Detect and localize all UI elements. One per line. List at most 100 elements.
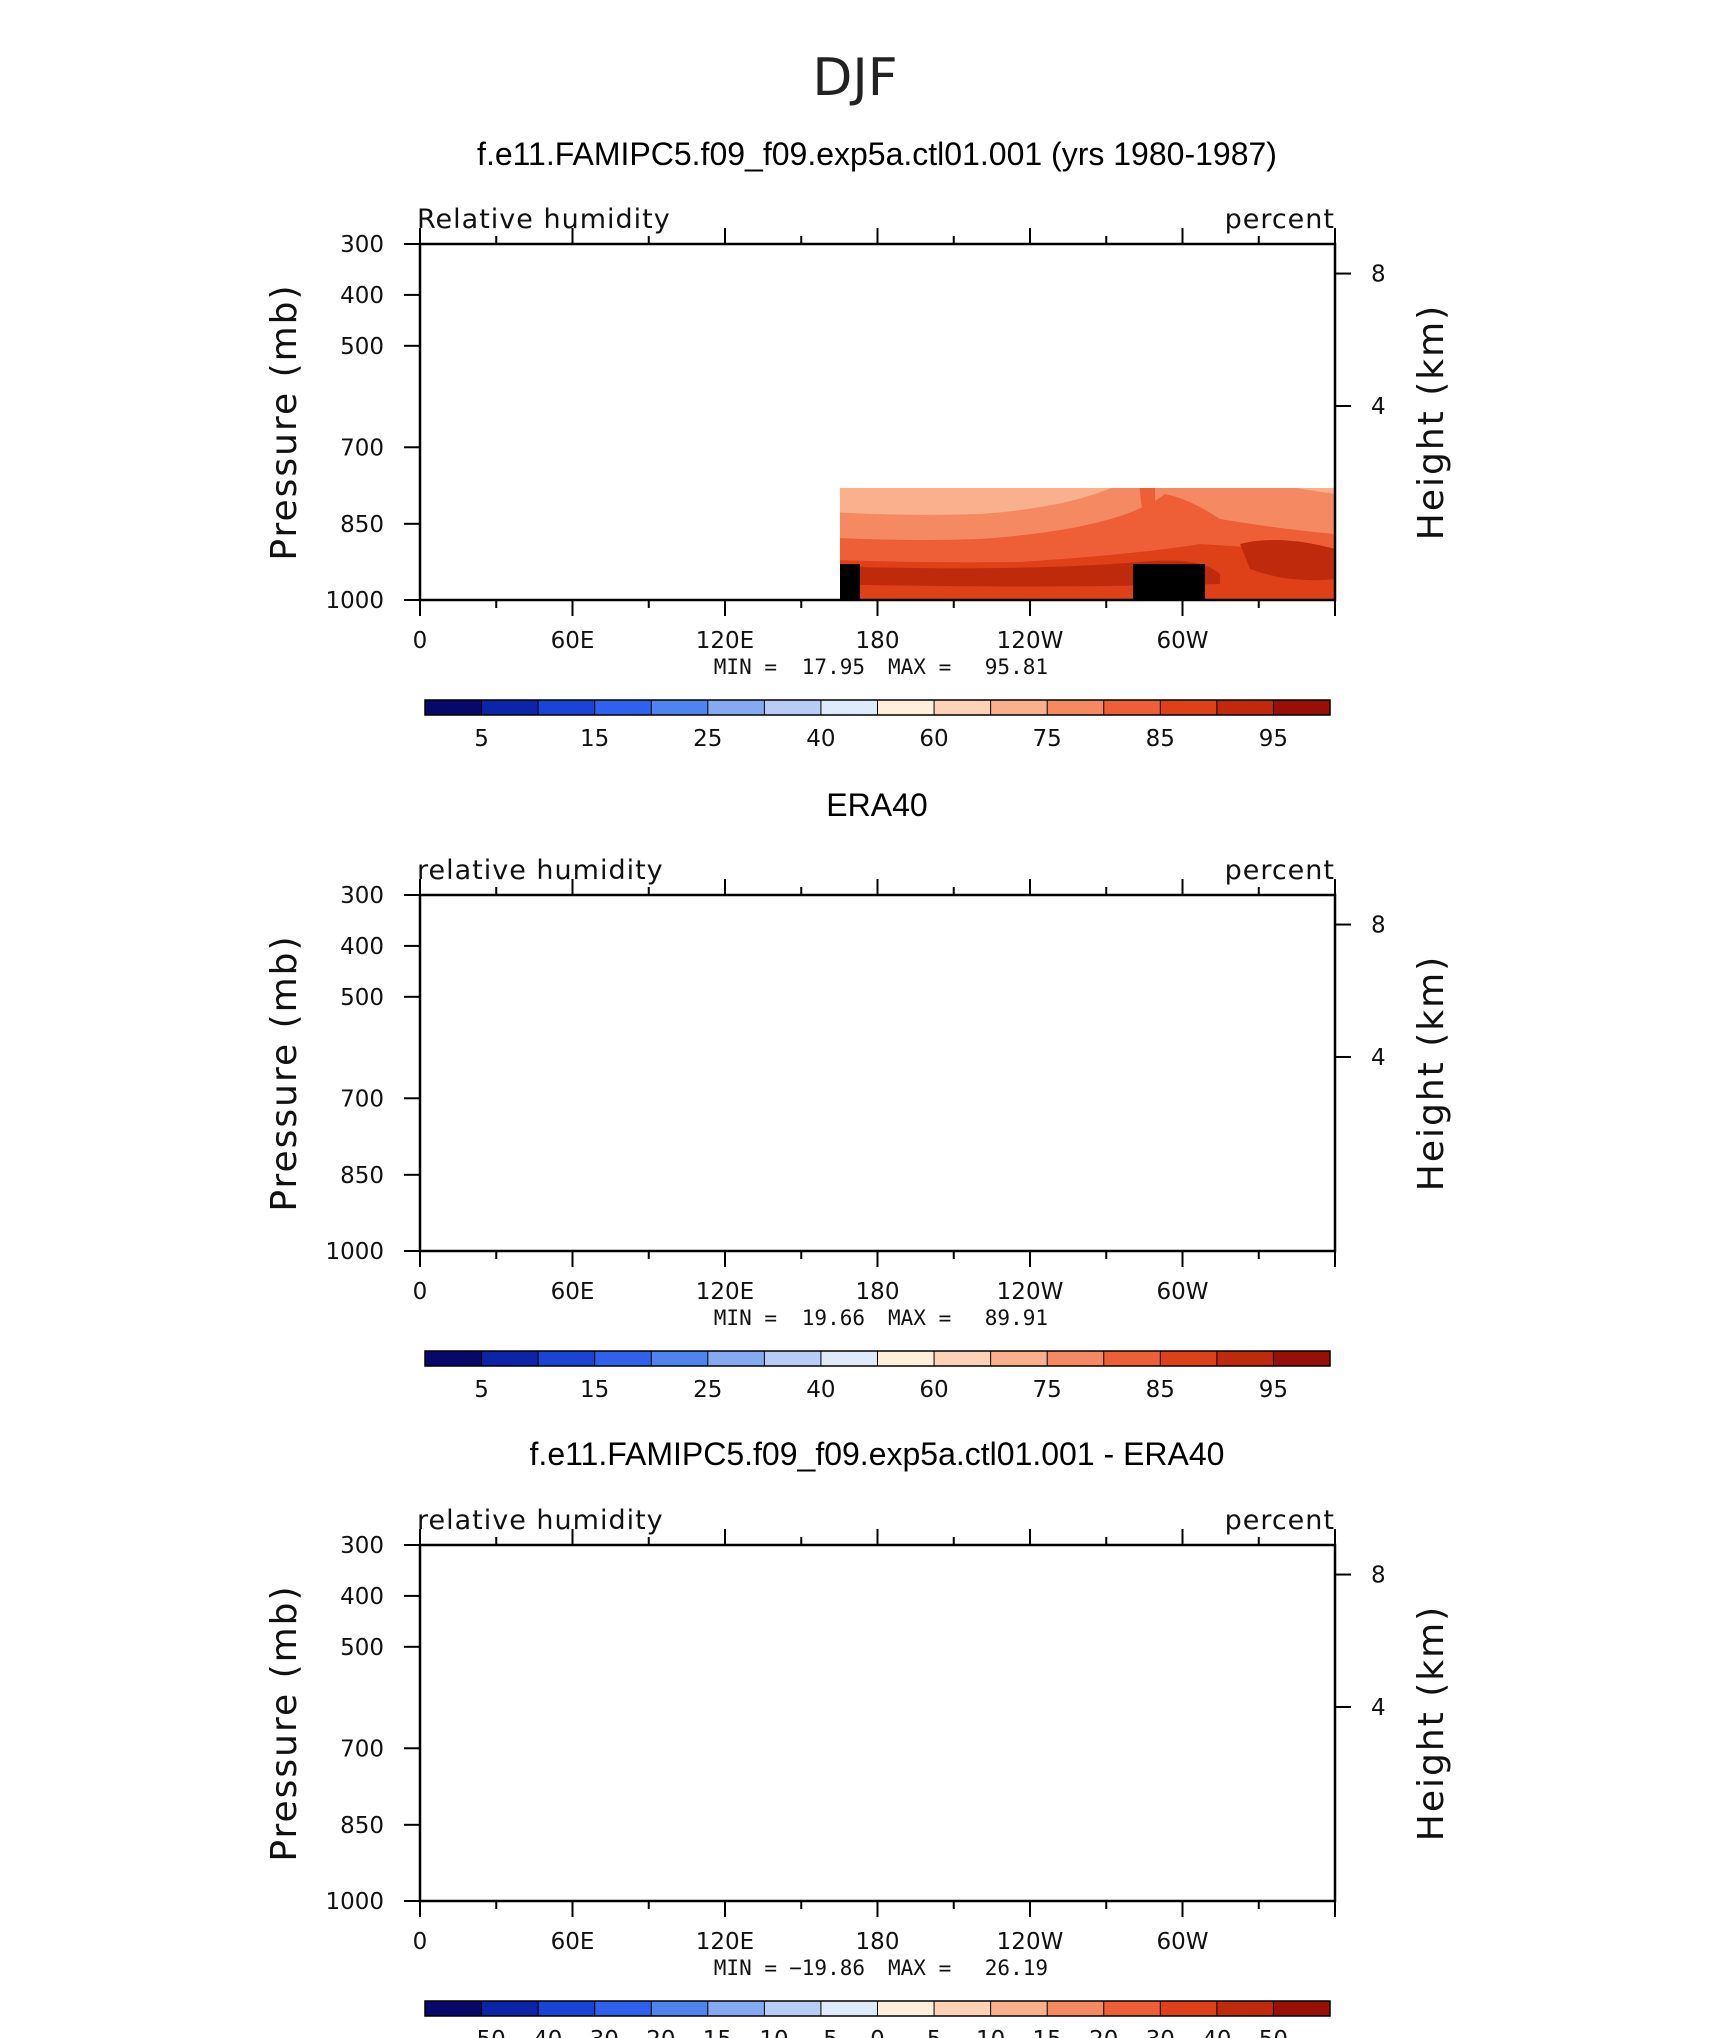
min-value: 17.95 [802, 655, 865, 679]
contour-band [998, 895, 1121, 1013]
colorbar-label: 30 [1146, 2027, 1175, 2038]
terrain-mask [732, 1863, 745, 1901]
contour-band [618, 1658, 769, 1865]
colorbar-label: 40 [806, 1377, 835, 1403]
y-tick-label: 400 [340, 283, 384, 309]
panel-left-label: relative humidity [417, 1505, 664, 1536]
y2-tick-label: 8 [1371, 262, 1386, 288]
contour-band [500, 1143, 520, 1252]
y-tick-label: 700 [340, 1086, 384, 1112]
contour-band [780, 1583, 880, 1655]
min-label: MIN = [714, 1306, 777, 1330]
colorbar-swatch [481, 700, 539, 715]
terrain-mask [1136, 1863, 1213, 1901]
y2-tick-label: 4 [1371, 1695, 1386, 1721]
contour-band [660, 993, 780, 1096]
colorbar-label: −20 [627, 2027, 676, 2038]
x-tick-label: 0 [413, 1279, 428, 1305]
colorbar-swatch [1216, 2001, 1274, 2016]
terrain-mask [491, 524, 509, 600]
x-tick-label: 180 [856, 628, 900, 654]
terrain-mask [447, 566, 525, 600]
colorbar-swatch [1160, 700, 1218, 715]
terrain-mask [1133, 564, 1205, 600]
colorbar-swatch [877, 1351, 935, 1366]
contour-band [670, 1100, 740, 1155]
colorbar-label: 5 [927, 2027, 942, 2038]
min-label: MIN = [714, 655, 777, 679]
contour-field [447, 262, 1335, 600]
colorbar-swatch [990, 2001, 1048, 2016]
terrain-mask [718, 564, 723, 600]
max-label: MAX = [888, 1306, 951, 1330]
contour-band [1060, 934, 1085, 952]
contour-band [840, 560, 1220, 587]
contour-band [1140, 1048, 1162, 1251]
colorbar-swatch [594, 1351, 652, 1366]
x-tick-label: 120E [696, 1279, 754, 1305]
colorbar-swatch [538, 700, 596, 715]
colorbar-label: 20 [1089, 2027, 1118, 2038]
contour-band [420, 1164, 1335, 1251]
y-tick-label: 1000 [325, 588, 384, 614]
colorbar-label: −5 [804, 2027, 838, 2038]
contour-band [1020, 1842, 1180, 1901]
colorbar-swatch [820, 700, 878, 715]
chart-panel-3: f.e11.FAMIPC5.f09_f09.exp5a.ctl01.001 - … [264, 1436, 1452, 2038]
panel-title: f.e11.FAMIPC5.f09_f09.exp5a.ctl01.001 - … [530, 1436, 1225, 1472]
panel-title: f.e11.FAMIPC5.f09_f09.exp5a.ctl01.001 (y… [477, 136, 1277, 172]
colorbar-swatch [990, 700, 1048, 715]
contour-band [1020, 1190, 1178, 1251]
colorbar-swatch [425, 2001, 483, 2016]
panel-right-label: percent [1225, 1505, 1335, 1536]
colorbar-swatch [651, 2001, 709, 2016]
colorbar-label: 15 [580, 1377, 609, 1403]
colorbar-swatch [877, 2001, 935, 2016]
contour-band [1139, 488, 1155, 544]
colorbar-swatch [1160, 2001, 1218, 2016]
x-tick-label: 120E [696, 628, 754, 654]
contour-band [489, 264, 516, 342]
colorbar-label: −10 [740, 2027, 789, 2038]
plot-frame [418, 1543, 1337, 1903]
colorbar-swatch [764, 700, 822, 715]
y2-tick-label: 4 [1371, 1045, 1386, 1071]
y2-tick-label: 8 [1371, 1563, 1386, 1589]
colorbar-swatch [1103, 2001, 1161, 2016]
contour-band [1260, 895, 1335, 1035]
contour-band [420, 990, 1335, 1251]
contour-band [958, 1667, 1127, 1797]
y-axis-title: Pressure (mb) [264, 1584, 305, 1861]
contour-field [420, 895, 1335, 1251]
colorbar-swatch [425, 700, 483, 715]
x-tick-label: 120W [997, 1929, 1064, 1955]
panel-left-label: Relative humidity [417, 204, 671, 235]
contour-band [420, 895, 1335, 1251]
terrain-mask [491, 1825, 509, 1901]
min-label: MIN = [714, 1956, 777, 1980]
contour-band [973, 262, 1070, 349]
colorbar-label: 0 [870, 2027, 885, 2038]
colorbar-swatch [707, 1351, 765, 1366]
colorbar-label: −30 [570, 2027, 619, 2038]
contour-band [496, 412, 511, 455]
min-value: −19.86 [789, 1956, 865, 1980]
contour-field [420, 1543, 1335, 1902]
y2-axis-title: Height (km) [1411, 1605, 1452, 1841]
colorbar-label: 25 [693, 1377, 722, 1403]
colorbar-swatch [481, 2001, 539, 2016]
x-tick-label: 60E [551, 1279, 595, 1305]
colorbar-label: 25 [693, 726, 722, 752]
colorbar-swatch [1273, 1351, 1331, 1366]
colorbar-swatch [651, 700, 709, 715]
panel-left-label: relative humidity [417, 855, 664, 886]
panel-right-label: percent [1225, 204, 1335, 235]
colorbar-swatch [990, 1351, 1048, 1366]
colorbar-swatch [1103, 1351, 1161, 1366]
y-tick-label: 300 [340, 883, 384, 909]
y-tick-label: 300 [340, 1533, 384, 1559]
colorbar-label: −50 [457, 2027, 506, 2038]
contour-band [420, 1832, 560, 1901]
colorbar-swatch [1216, 1351, 1274, 1366]
colorbar-label: 50 [1259, 2027, 1288, 2038]
